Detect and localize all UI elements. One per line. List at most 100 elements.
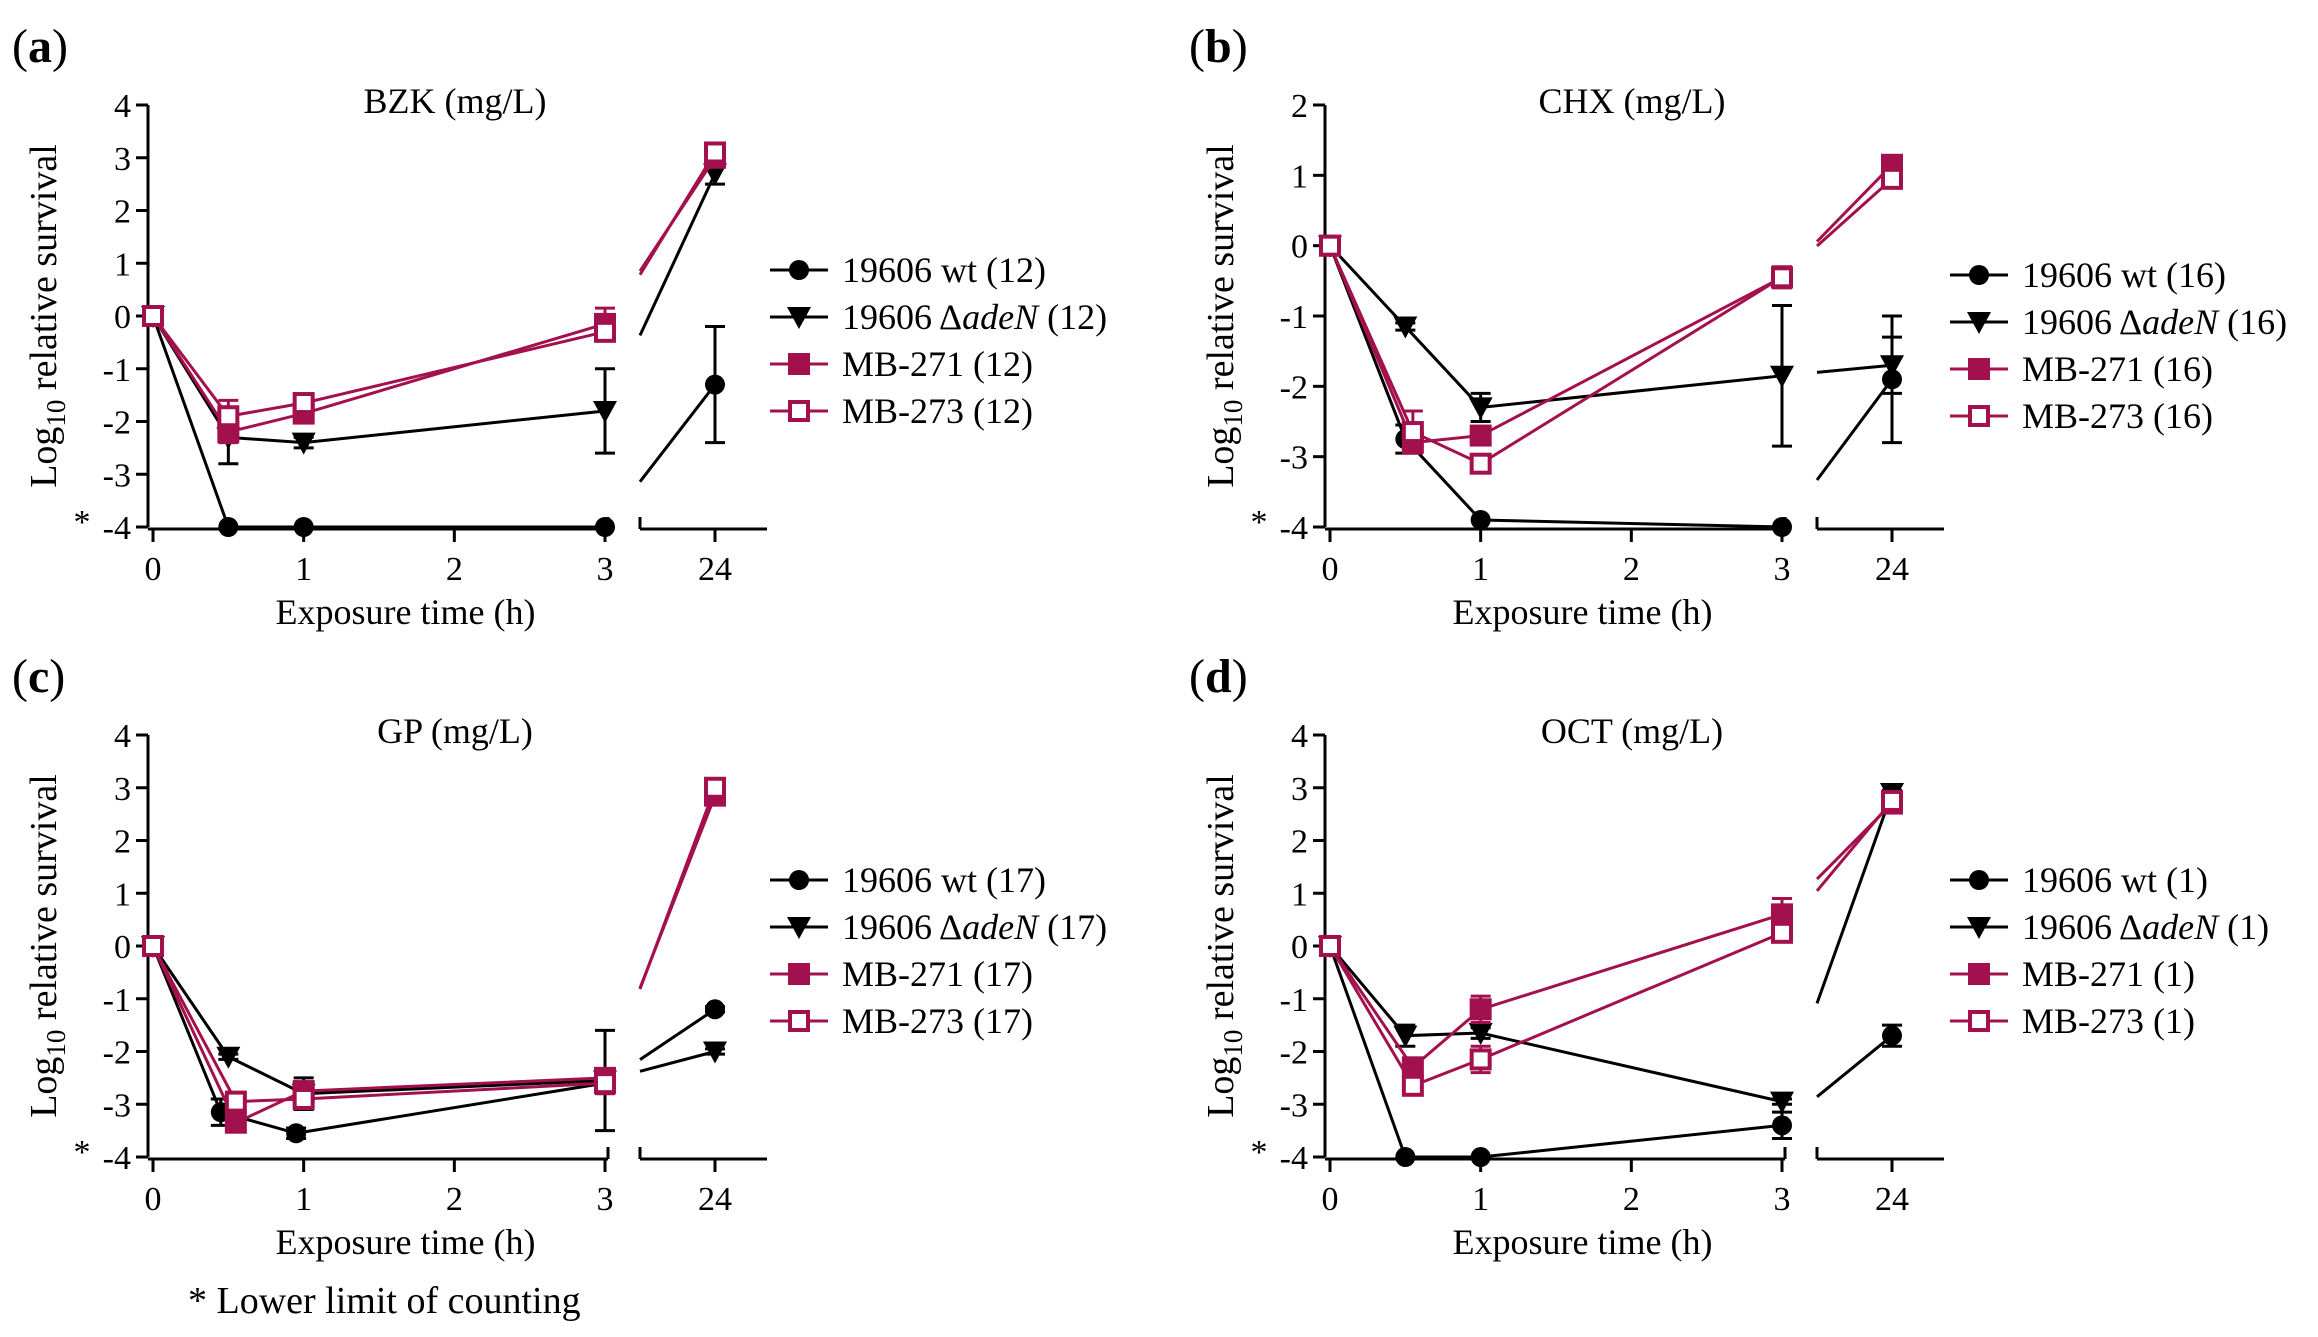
x-tick-label: 0 [145, 551, 162, 588]
legend-marker [788, 963, 810, 985]
legend-label: 19606 ΔadeN (17) [842, 907, 1107, 947]
legend-marker [1968, 1010, 1990, 1032]
y-tick-label: 4 [114, 88, 131, 125]
chart-title: OCT (mg/L) [1541, 711, 1723, 751]
x-tick-label: 1 [295, 551, 312, 588]
data-point [1772, 1115, 1792, 1136]
y-axis-label: Log10 relative survival [23, 774, 71, 1118]
data-point [1770, 1091, 1794, 1114]
data-point [1395, 1147, 1416, 1167]
data-point [704, 141, 726, 164]
legend: 19606 wt (12) 19606 ΔadeN (12) MB-271 (12)… [770, 250, 1107, 431]
series-line [1815, 163, 1894, 243]
legend-label: 19606 ΔadeN (1) [2022, 907, 2269, 947]
series-line [1328, 912, 1783, 1070]
data-point [286, 1123, 307, 1144]
series-line [638, 151, 717, 276]
series-3 [142, 784, 726, 1134]
legend-marker [787, 307, 811, 329]
legend-marker [1967, 312, 1991, 334]
data-point [1771, 266, 1793, 289]
lower-limit-asterisk: * [1251, 504, 1268, 541]
data-point [1881, 167, 1903, 190]
y-axis-label: Log10 relative survival [1200, 774, 1248, 1118]
data-point [142, 305, 164, 327]
panel-c: (c) GP (mg/L) 4 3 2 1 0 -1 -2 -3 -4 *Log10 relative… [12, 650, 1107, 1262]
series-4 [1319, 789, 1903, 1097]
data-point [593, 400, 617, 423]
x-tick-label: 0 [145, 1181, 162, 1218]
y-tick-label: -3 [103, 1087, 131, 1124]
x-axis-label: Exposure time (h) [1453, 592, 1713, 632]
data-point [595, 517, 615, 537]
series-line [639, 1050, 716, 1073]
series-line [638, 383, 717, 483]
series-line [1815, 378, 1894, 481]
y-tick-label: 1 [114, 246, 131, 283]
x-tick-label: 3 [1774, 1181, 1791, 1218]
data-point [594, 320, 616, 343]
y-tick-label: 2 [114, 824, 131, 861]
y-tick-label: 0 [114, 299, 131, 336]
data-point [703, 1041, 727, 1064]
lower-limit-asterisk: * [74, 504, 91, 541]
x-tick-label: 24 [698, 551, 732, 588]
y-tick-label: 1 [1291, 158, 1308, 195]
series-line [1328, 931, 1783, 1088]
x-tick-label: 3 [597, 1181, 614, 1218]
x-tick-label: 24 [1875, 1181, 1909, 1218]
data-point [216, 1046, 241, 1069]
x-tick-label: 1 [1472, 1181, 1489, 1218]
y-tick-label: -2 [103, 405, 131, 442]
series-line [1816, 363, 1893, 374]
data-point [292, 392, 315, 415]
y-tick-label: 0 [114, 929, 131, 966]
data-point [705, 374, 725, 395]
y-tick-label: 2 [1291, 88, 1308, 125]
series-3 [142, 146, 726, 445]
x-axis-label: Exposure time (h) [1453, 1222, 1713, 1262]
lower-limit-asterisk: * [1251, 1134, 1268, 1171]
legend-marker [788, 353, 810, 375]
y-tick-label: -4 [1280, 510, 1308, 547]
legend-marker [1968, 963, 1990, 985]
data-point [1470, 1147, 1491, 1167]
panel-label: (d) [1189, 650, 1248, 703]
y-tick-label: 3 [1291, 771, 1308, 808]
data-point [1771, 921, 1793, 944]
x-tick-label: 2 [446, 1181, 463, 1218]
legend-marker [788, 1010, 810, 1032]
legend-marker [789, 870, 809, 890]
y-tick-label: 3 [114, 771, 131, 808]
legend-label: 19606 wt (1) [2022, 860, 2208, 900]
data-point [1469, 424, 1492, 447]
legend-label: 19606 ΔadeN (16) [2022, 302, 2287, 342]
chart-title: GP (mg/L) [377, 711, 533, 751]
legend-label: MB-273 (16) [2022, 396, 2213, 436]
series-line [1328, 245, 1783, 466]
x-tick-label: 3 [597, 551, 614, 588]
x-tick-label: 0 [1322, 551, 1339, 588]
series-line [1816, 1034, 1893, 1098]
data-point [1880, 355, 1904, 378]
x-tick-label: 24 [1875, 551, 1909, 588]
series-4 [142, 776, 726, 1113]
x-axis-label: Exposure time (h) [276, 592, 536, 632]
series-line [151, 945, 606, 1125]
panel-b: (b) CHX (mg/L) 2 1 0 -1 -2 -3 -4 *Log10 relative … [1189, 20, 2287, 632]
legend-label: 19606 wt (16) [2022, 255, 2226, 295]
series-line [151, 945, 606, 1135]
series-4 [1319, 167, 1903, 475]
panel-label: (c) [12, 650, 65, 703]
legend-marker [1968, 358, 1990, 380]
legend: 19606 wt (17) 19606 ΔadeN (17) MB-271 (17)… [770, 860, 1107, 1041]
legend-marker [787, 917, 811, 939]
series-line [639, 1008, 716, 1061]
series-line [1815, 799, 1894, 892]
legend-label: MB-273 (12) [842, 391, 1033, 431]
y-tick-label: -4 [103, 510, 131, 547]
series-line [151, 315, 606, 418]
data-point [1882, 1025, 1902, 1046]
series-line [1328, 945, 1783, 1159]
